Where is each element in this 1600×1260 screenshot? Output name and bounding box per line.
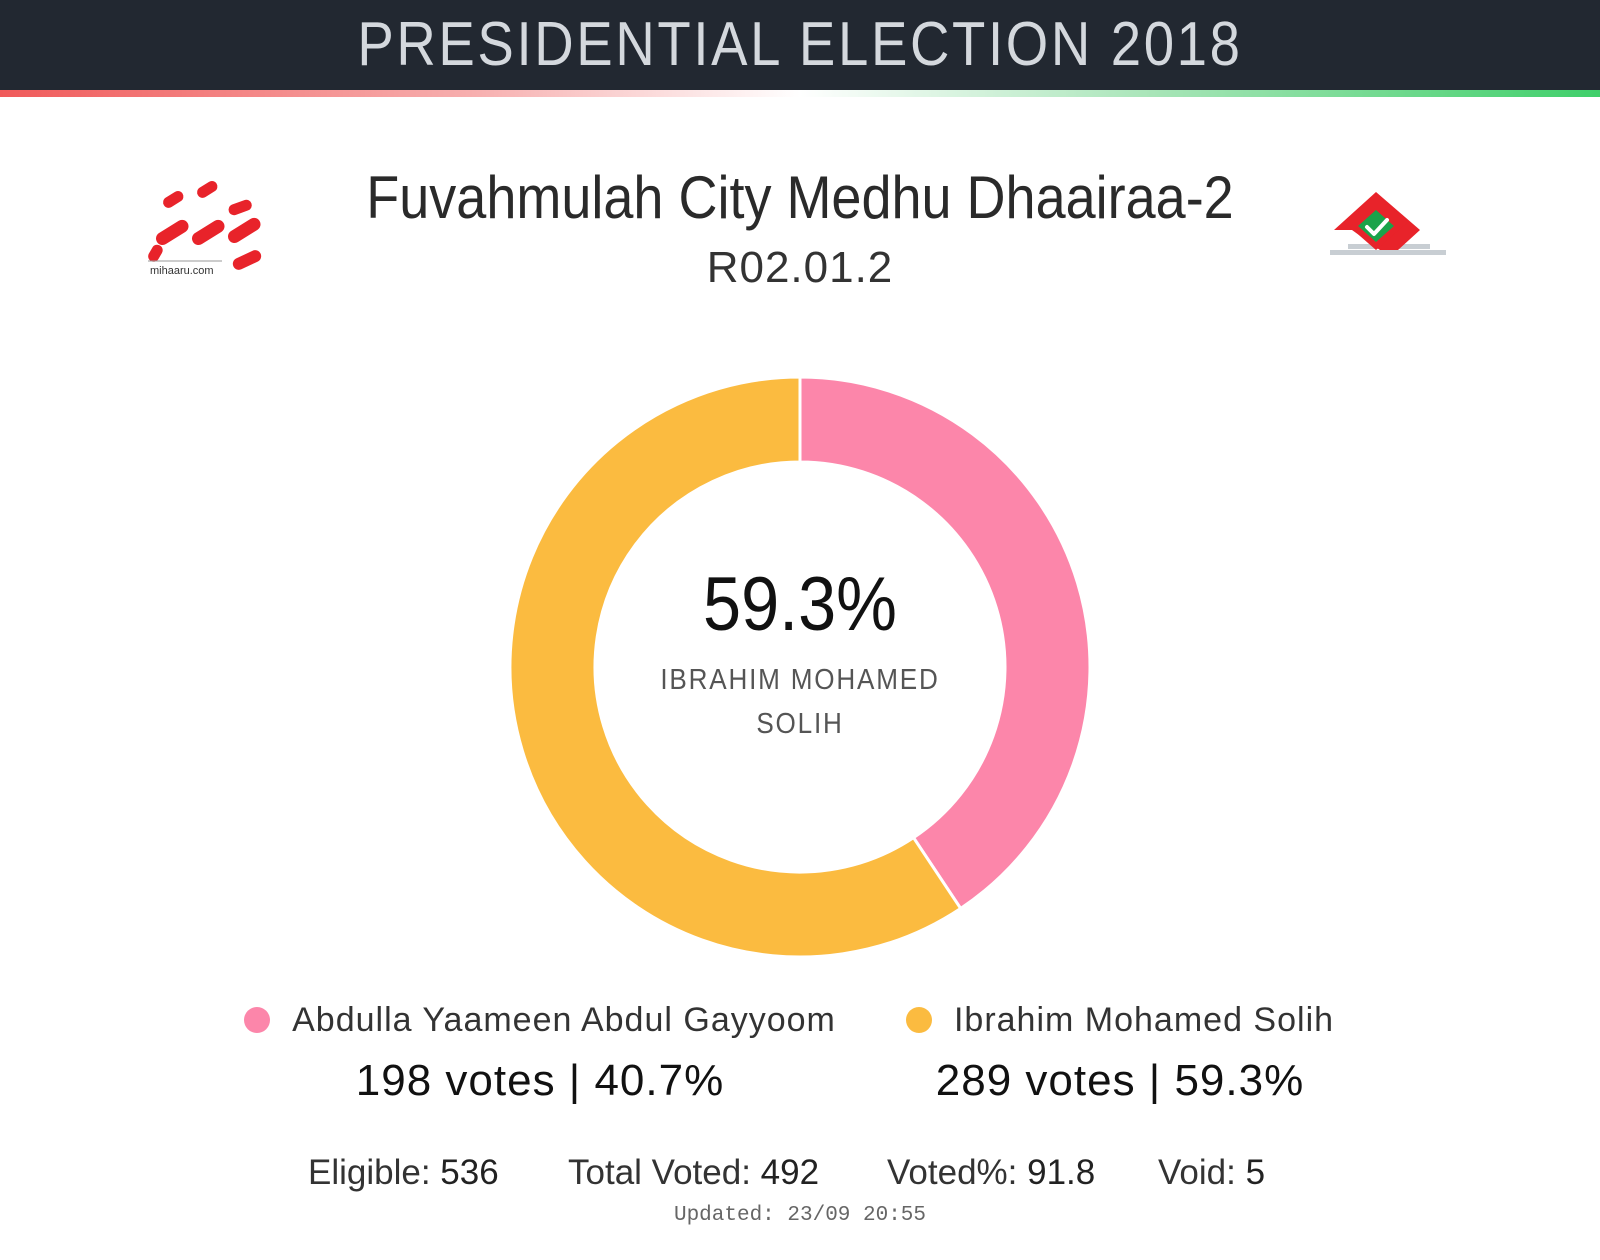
legend-item-solih: Ibrahim Mohamed Solih 289 votes | 59.3% [820,998,1420,1106]
mihaaru-logo: mihaaru.com [140,178,270,288]
legend-name-yaameen: Abdulla Yaameen Abdul Gayyoom [292,1000,836,1039]
page-title: PRESIDENTIAL ELECTION 2018 [357,10,1243,79]
legend-votes-solih: 289 votes | 59.3% [935,1056,1305,1105]
donut-slice-solih [508,375,963,959]
legend-dot-solih [905,1007,932,1033]
stat-void: Void: 5 [1158,1150,1265,1196]
district-name: Fuvahmulah City Medhu Dhaairaa-2 [366,164,1234,231]
stat-void-label: Void: [1158,1153,1246,1192]
stat-eligible-value: 536 [440,1153,499,1192]
mihaaru-logo-text: mihaaru.com [150,265,214,277]
turnout-stats: Eligible: 536 Total Voted: 492 Voted%: 9… [0,1150,1600,1196]
header-bar: PRESIDENTIAL ELECTION 2018 [0,0,1600,90]
updated-timestamp: Updated: 23/09 20:55 [673,1204,927,1227]
legend-votes-yaameen: 198 votes | 40.7% [355,1056,725,1105]
legend-dot-yaameen [244,1007,271,1033]
district-code: R02.01.2 [706,243,894,292]
legend-item-yaameen: Abdulla Yaameen Abdul Gayyoom 198 votes … [240,998,840,1106]
stat-voted-pct-label: Voted%: [887,1153,1028,1192]
stat-total-voted-value: 492 [760,1153,820,1192]
stat-void-value: 5 [1245,1153,1266,1192]
results-donut-chart [498,365,1102,969]
leading-candidate-name: IBRAHIM MOHAMED SOLIH [660,664,940,740]
stat-eligible-label: Eligible: [308,1153,441,1192]
ballot-box-check-logo [1330,190,1455,275]
legend-name-solih: Ibrahim Mohamed Solih [953,1000,1335,1039]
stat-voted-pct: Voted%: 91.8 [887,1150,1095,1196]
donut-slice-yaameen [798,375,1092,911]
donut-svg [508,375,1092,959]
leading-candidate-summary: 59.3% IBRAHIM MOHAMED SOLIH [598,560,1002,746]
stat-eligible: Eligible: 536 [308,1150,499,1196]
district-heading: Fuvahmulah City Medhu Dhaairaa-2 R02.01.… [300,160,1300,296]
leading-percent: 59.3% [703,562,897,647]
stat-voted-pct-value: 91.8 [1027,1153,1096,1192]
stat-total-voted-label: Total Voted: [568,1153,761,1192]
stat-total-voted: Total Voted: 492 [568,1150,819,1196]
header-gradient-divider [0,90,1600,97]
